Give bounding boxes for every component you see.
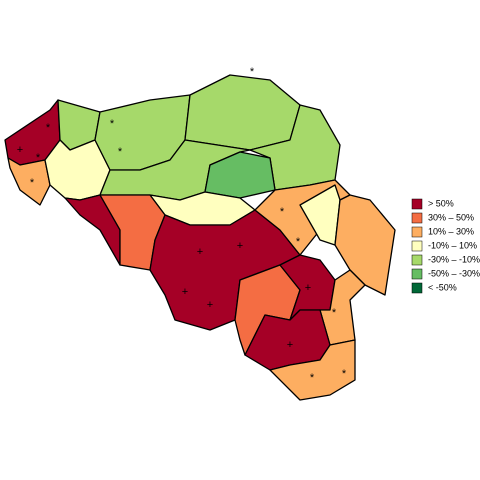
marker: *	[310, 372, 315, 384]
legend: > 50% 30% – 50% 10% – 30% -10% – 10% -30% – …	[411, 198, 480, 294]
legend-swatch	[411, 226, 423, 238]
legend-swatch	[411, 240, 423, 252]
marker: *	[36, 152, 41, 164]
marker: *	[296, 236, 301, 248]
marker: *	[118, 146, 123, 158]
marker: +	[17, 144, 23, 156]
marker: *	[342, 368, 347, 380]
region	[269, 339, 356, 401]
marker: +	[182, 286, 188, 298]
legend-label: > 50%	[428, 198, 454, 208]
regions	[4, 74, 396, 401]
marker: +	[207, 299, 213, 311]
region	[184, 74, 301, 151]
legend-label: -50% – -30%	[428, 268, 480, 278]
marker: *	[110, 118, 115, 130]
legend-swatch	[411, 268, 423, 280]
marker: +	[305, 282, 311, 294]
legend-swatch	[411, 198, 423, 210]
legend-swatch	[411, 254, 423, 266]
legend-swatch	[411, 212, 423, 224]
legend-swatch	[411, 282, 423, 294]
markers: * + * * * * * + + + + + * * * + * *	[17, 66, 347, 384]
marker: *	[280, 206, 285, 218]
marker: *	[30, 177, 35, 189]
legend-label: 30% – 50%	[428, 212, 474, 222]
marker: +	[197, 246, 203, 258]
legend-label: -10% – 10%	[428, 240, 477, 250]
marker: +	[287, 339, 293, 351]
marker: +	[237, 240, 243, 252]
marker: *	[332, 307, 337, 319]
marker: *	[46, 122, 51, 134]
region	[7, 157, 51, 206]
legend-label: < -50%	[428, 282, 457, 292]
legend-label: -30% – -10%	[428, 254, 480, 264]
marker: *	[250, 66, 255, 78]
legend-label: 10% – 30%	[428, 226, 474, 236]
